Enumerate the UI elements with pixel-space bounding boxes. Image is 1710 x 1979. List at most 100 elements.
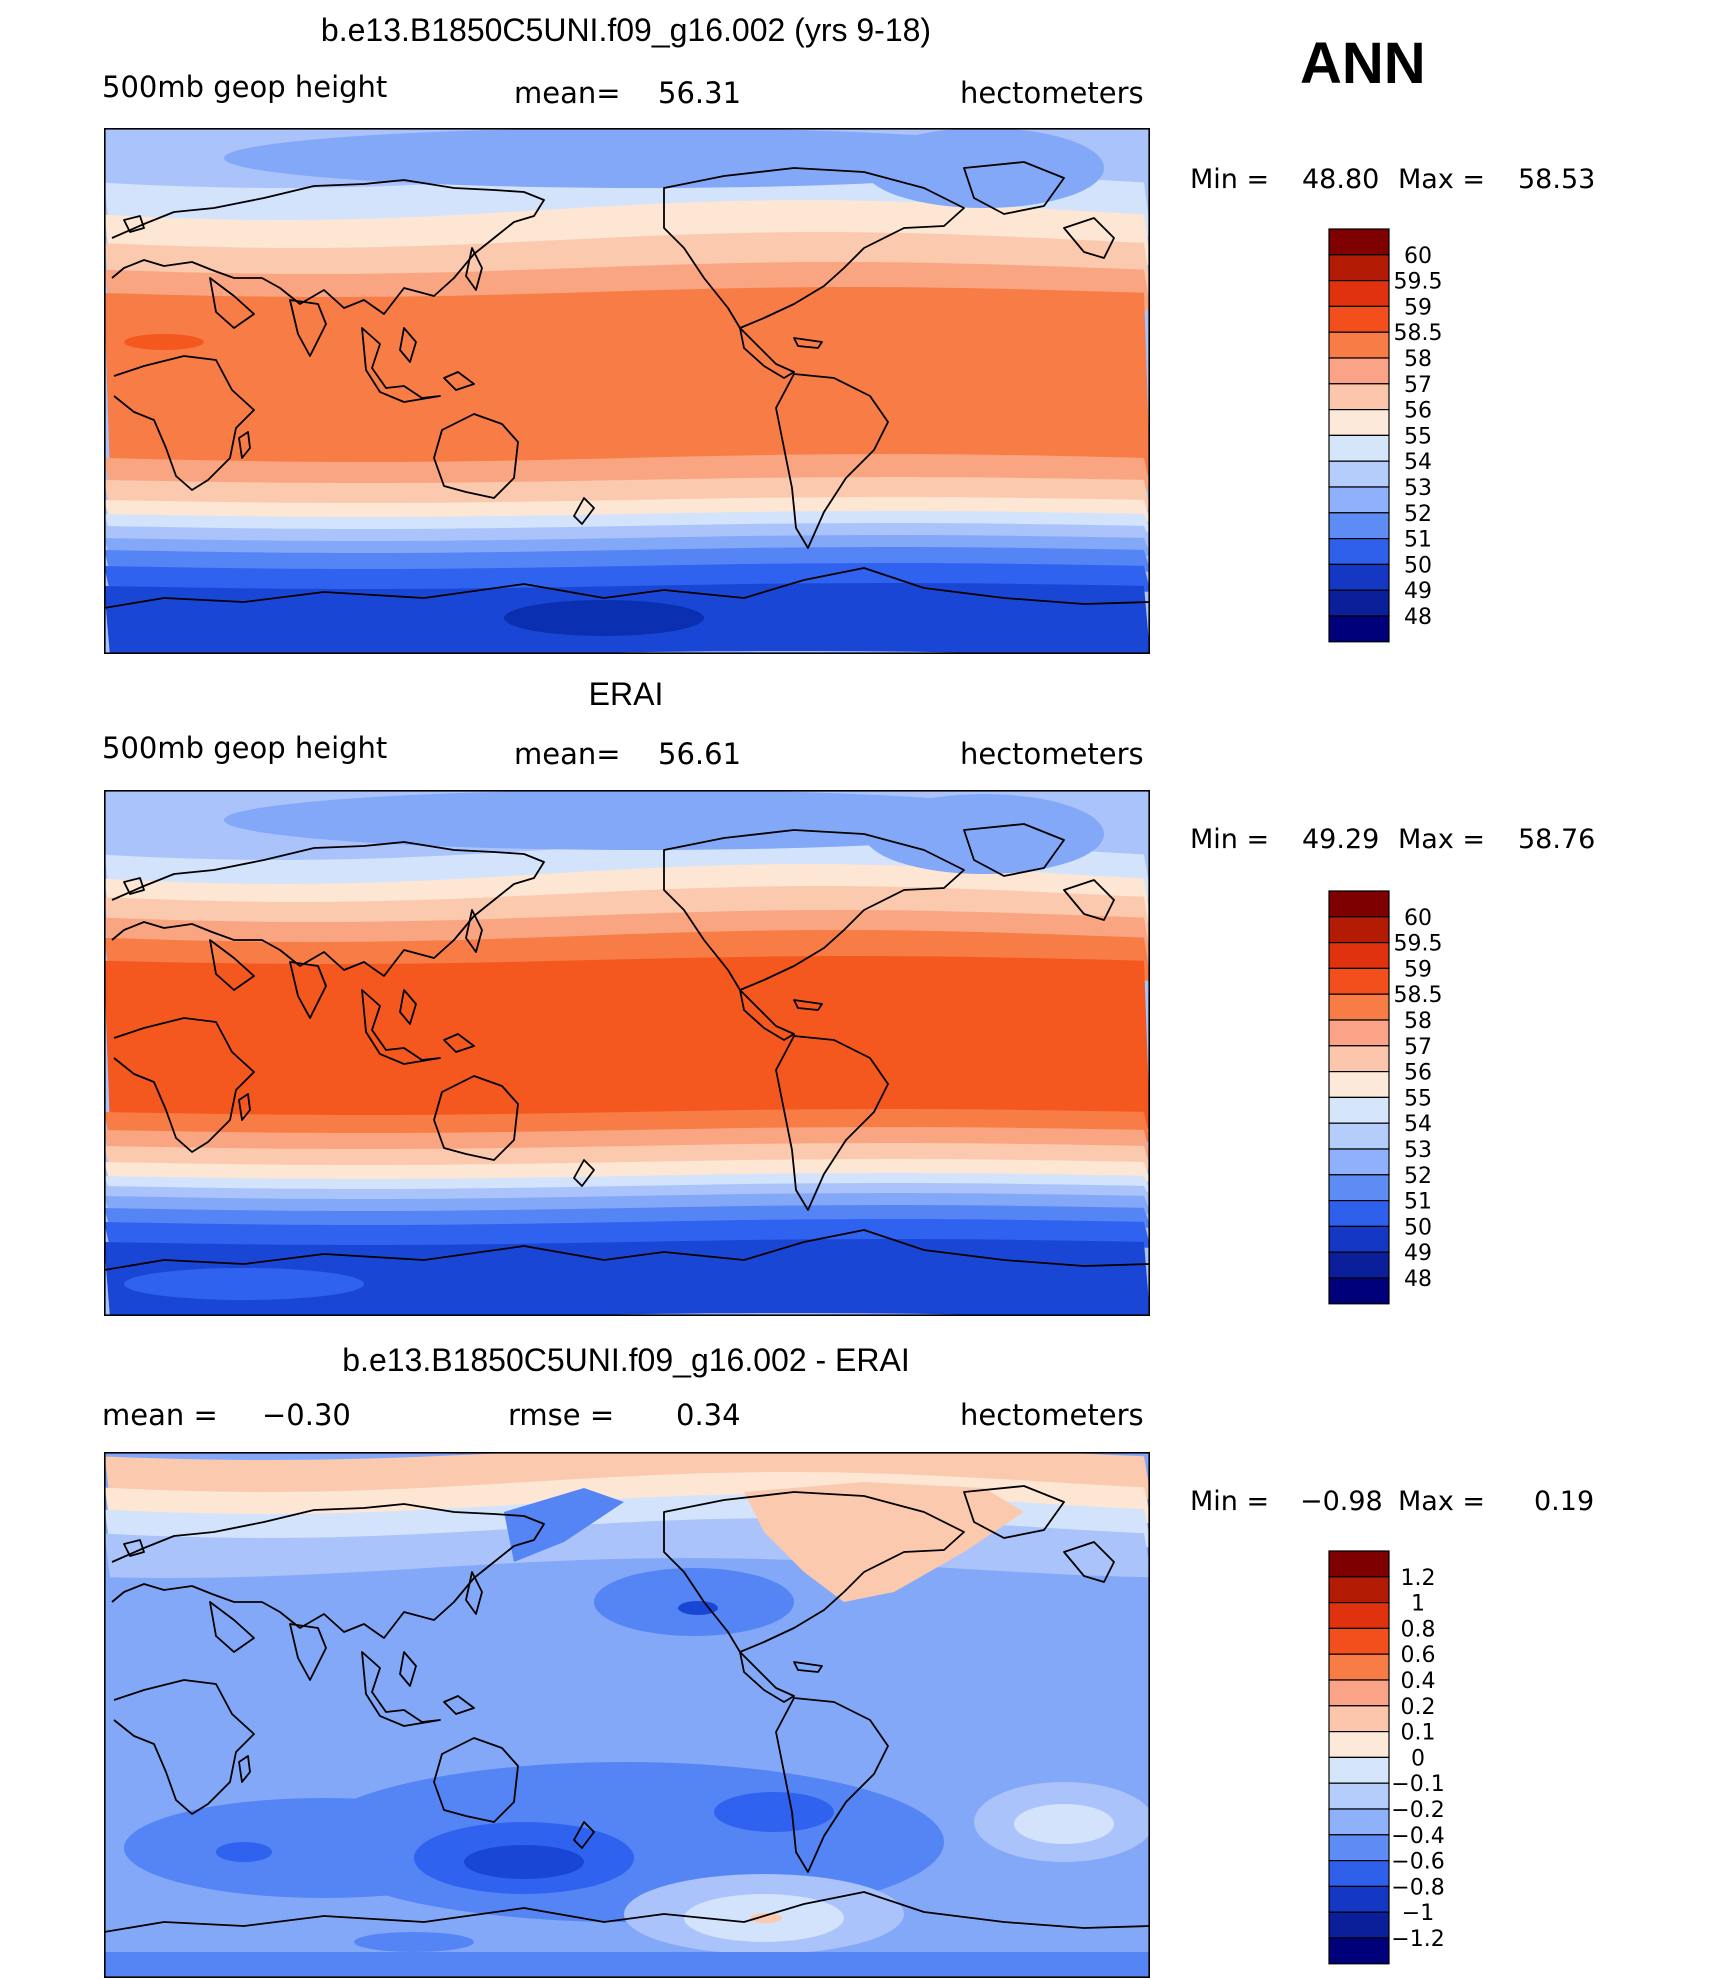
colorbar-level-label: 53 bbox=[1404, 1138, 1432, 1163]
colorbar-swatch bbox=[1328, 1019, 1390, 1047]
colorbar-level-label: 59 bbox=[1404, 957, 1432, 982]
panel2-min-value: 49.29 bbox=[1302, 824, 1380, 855]
colorbar-swatch bbox=[1328, 615, 1390, 643]
colorbar-level-label: 54 bbox=[1404, 450, 1432, 475]
colorbar-swatch bbox=[1328, 1808, 1390, 1836]
colorbar-level-label: 58.5 bbox=[1394, 983, 1443, 1008]
colorbar-swatch bbox=[1328, 1860, 1390, 1888]
colorbar-level-label: −0.4 bbox=[1391, 1824, 1444, 1849]
colorbar-swatch bbox=[1328, 993, 1390, 1021]
colorbar-swatch bbox=[1328, 1731, 1390, 1759]
colorbar-swatch bbox=[1328, 486, 1390, 514]
coastlines bbox=[104, 1485, 1150, 1933]
colorbar-swatch bbox=[1328, 1937, 1390, 1965]
contour-band bbox=[104, 1173, 1150, 1193]
colorbar-swatch bbox=[1328, 1174, 1390, 1202]
colorbar-swatch bbox=[1328, 538, 1390, 566]
map-frame bbox=[104, 128, 1150, 654]
colorbar-swatch bbox=[1328, 357, 1390, 385]
panel3-map bbox=[104, 1452, 1150, 1978]
map-frame bbox=[104, 1452, 1150, 1978]
colorbar-swatch bbox=[1328, 228, 1390, 256]
panel3-min-value: −0.98 bbox=[1300, 1486, 1383, 1517]
colorbar-swatch bbox=[1328, 1679, 1390, 1707]
colorbar-swatch bbox=[1328, 1277, 1390, 1305]
panel3-mean-label: mean = bbox=[102, 1398, 218, 1432]
colorbar-level-label: 1.2 bbox=[1401, 1566, 1436, 1591]
colorbar-swatch bbox=[1328, 279, 1390, 307]
colorbar-swatch bbox=[1328, 1251, 1390, 1279]
panel3-max-value: 0.19 bbox=[1534, 1486, 1595, 1517]
panel1-map bbox=[104, 128, 1150, 654]
colorbar-level-label: 48 bbox=[1404, 1267, 1432, 1292]
colorbar-level-label: 59 bbox=[1404, 295, 1432, 320]
panel2-max-label: Max = bbox=[1398, 824, 1486, 855]
colorbar-swatch bbox=[1328, 409, 1390, 437]
colorbar-level-label: 49 bbox=[1404, 579, 1432, 604]
panel1-min-value: 48.80 bbox=[1302, 164, 1380, 195]
panel3-rmse-label: rmse = bbox=[508, 1398, 615, 1432]
map-frame bbox=[104, 790, 1150, 1316]
colorbar-swatch bbox=[1328, 1705, 1390, 1733]
colorbar-level-label: 55 bbox=[1404, 1086, 1432, 1111]
colorbar-swatch bbox=[1328, 331, 1390, 359]
colorbar-swatch bbox=[1328, 1834, 1390, 1862]
colorbar-swatch bbox=[1328, 1071, 1390, 1099]
panel3-units: hectometers bbox=[960, 1398, 1144, 1432]
colorbar-swatch bbox=[1328, 305, 1390, 333]
panel1-mean-value: 56.31 bbox=[658, 76, 742, 110]
colorbar-level-label: 54 bbox=[1404, 1112, 1432, 1137]
colorbar-swatch bbox=[1328, 941, 1390, 969]
season-label: ANN bbox=[1300, 31, 1426, 96]
colorbar-swatch bbox=[1328, 1045, 1390, 1073]
colorbar-level-label: 55 bbox=[1404, 424, 1432, 449]
colorbar-level-label: 52 bbox=[1404, 1164, 1432, 1189]
colorbar-swatch bbox=[1328, 1782, 1390, 1810]
coastlines bbox=[104, 161, 1150, 609]
colorbar-swatch bbox=[1328, 563, 1390, 591]
panel3-colorbar: 1.210.80.60.40.20.10−0.1−0.2−0.4−0.6−0.8… bbox=[1328, 1550, 1445, 1965]
colorbar-swatch bbox=[1328, 1653, 1390, 1681]
colorbar-level-label: 0.6 bbox=[1401, 1643, 1436, 1668]
colorbar-swatch bbox=[1328, 1576, 1390, 1604]
colorbar-level-label: 59.5 bbox=[1394, 270, 1443, 295]
panel1-variable: 500mb geop height bbox=[102, 70, 388, 104]
contour-band bbox=[104, 287, 1150, 477]
panel1-min-label: Min = bbox=[1190, 164, 1270, 195]
colorbar-swatch bbox=[1328, 890, 1390, 918]
colorbar-level-label: 57 bbox=[1404, 373, 1432, 398]
colorbar-level-label: 58 bbox=[1404, 347, 1432, 372]
colorbar-swatch bbox=[1328, 1756, 1390, 1784]
colorbar-level-label: 0.4 bbox=[1401, 1669, 1436, 1694]
colorbar-level-label: −0.8 bbox=[1391, 1875, 1444, 1900]
panel3-max-label: Max = bbox=[1398, 1486, 1486, 1517]
coastlines bbox=[104, 823, 1150, 1271]
contour-band bbox=[104, 956, 1150, 1130]
colorbar-swatch bbox=[1328, 1096, 1390, 1124]
panel3-title: b.e13.B1850C5UNI.f09_g16.002 - ERAI bbox=[342, 1342, 910, 1378]
contour-band bbox=[104, 535, 1150, 557]
colorbar-level-label: 58 bbox=[1404, 1009, 1432, 1034]
colorbar-swatch bbox=[1328, 589, 1390, 617]
panel1-title: b.e13.B1850C5UNI.f09_g16.002 (yrs 9-18) bbox=[320, 12, 932, 48]
panel2-mean-label: mean= bbox=[514, 737, 621, 771]
panel3-min-label: Min = bbox=[1190, 1486, 1270, 1517]
colorbar-level-label: −1 bbox=[1402, 1901, 1434, 1926]
panel1-max-value: 58.53 bbox=[1518, 164, 1596, 195]
colorbar-level-label: 50 bbox=[1404, 1215, 1432, 1240]
colorbar-level-label: 59.5 bbox=[1394, 932, 1443, 957]
panel3-mean-value: −0.30 bbox=[262, 1398, 351, 1432]
colorbar-level-label: 53 bbox=[1404, 476, 1432, 501]
panel2-map bbox=[104, 790, 1150, 1316]
colorbar-level-label: 0.1 bbox=[1401, 1721, 1436, 1746]
colorbar-level-label: 58.5 bbox=[1394, 321, 1443, 346]
contour-band bbox=[104, 523, 1150, 545]
colorbar-level-label: −0.6 bbox=[1391, 1850, 1444, 1875]
colorbar-swatch bbox=[1328, 916, 1390, 944]
panel2-mean-value: 56.61 bbox=[658, 737, 742, 771]
colorbar-level-label: 0.8 bbox=[1401, 1617, 1436, 1642]
colorbar-level-label: 51 bbox=[1404, 1190, 1432, 1215]
panel1-mean-label: mean= bbox=[514, 76, 621, 110]
